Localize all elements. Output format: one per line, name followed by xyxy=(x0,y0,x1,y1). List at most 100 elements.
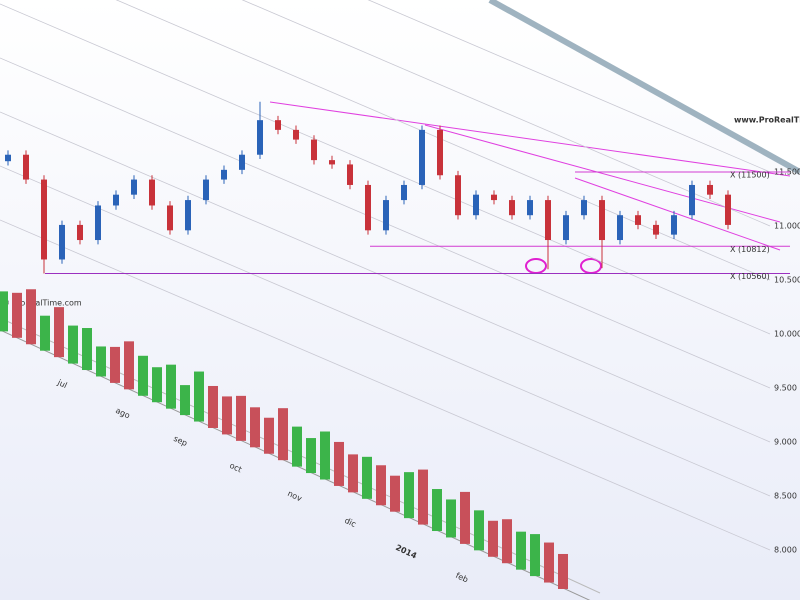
volume-bar xyxy=(474,510,484,551)
volume-bar xyxy=(446,499,456,538)
candle-body xyxy=(581,200,587,216)
volume-bar xyxy=(208,385,218,428)
candle-body xyxy=(383,200,389,231)
y-tick-label: 10.000 xyxy=(774,330,800,339)
volume-bar xyxy=(516,531,526,570)
volume-bar xyxy=(530,534,540,577)
volume-bar xyxy=(26,289,36,345)
level-label: X (10560) xyxy=(730,272,770,281)
volume-bar xyxy=(460,491,470,544)
candle-body xyxy=(77,224,83,241)
candle-body xyxy=(275,120,281,130)
volume-bar xyxy=(96,346,106,377)
month-label: jul xyxy=(55,377,68,390)
candle-body xyxy=(437,129,443,176)
volume-bar xyxy=(404,472,414,519)
candle-body xyxy=(653,224,659,235)
candle-body xyxy=(545,200,551,241)
volume-bar xyxy=(40,315,50,351)
candle-body xyxy=(185,200,191,231)
volume-bar xyxy=(558,553,568,589)
volume-bar xyxy=(0,291,8,332)
candle-body xyxy=(149,179,155,206)
trendline xyxy=(269,101,791,177)
frame-edge xyxy=(488,0,800,175)
volume-bar xyxy=(334,441,344,486)
volume-bar xyxy=(194,371,204,422)
candle-body xyxy=(347,164,353,185)
volume-bar xyxy=(348,454,358,493)
candle-body xyxy=(131,179,137,195)
candle-body xyxy=(725,194,731,225)
candle-body xyxy=(599,200,605,241)
volume-bar xyxy=(320,431,330,480)
y-tick-label: 9.500 xyxy=(774,384,797,393)
candle-body xyxy=(329,160,335,165)
grid-line xyxy=(241,0,771,227)
grid-line xyxy=(0,3,771,335)
month-label: dic xyxy=(343,516,357,529)
candle-body xyxy=(401,184,407,201)
volume-bar xyxy=(138,355,148,396)
candle-body xyxy=(23,154,29,180)
y-tick-label: 9.000 xyxy=(774,438,797,447)
candle-body xyxy=(617,215,623,241)
level-label: X (11500) xyxy=(730,171,770,180)
volume-bar xyxy=(292,426,302,467)
grid-line xyxy=(0,111,771,443)
candle-body xyxy=(635,215,641,225)
y-tick-label: 10.500 xyxy=(774,276,800,285)
volume-bar xyxy=(152,367,162,403)
y-tick-label: 8.500 xyxy=(774,492,797,501)
candle-body xyxy=(707,184,713,195)
volume-bar xyxy=(236,395,246,441)
candle-body xyxy=(203,179,209,201)
volume-bar xyxy=(432,489,442,532)
candle-body xyxy=(527,200,533,216)
level-label: X (10812) xyxy=(730,245,770,254)
trendline xyxy=(424,124,781,223)
highlight-circle xyxy=(580,258,602,274)
candle-body xyxy=(365,184,371,231)
candle-body xyxy=(239,154,245,170)
candle-body xyxy=(113,194,119,206)
volume-bar xyxy=(180,385,190,416)
candle-body xyxy=(41,179,47,260)
volume-bar xyxy=(250,407,260,448)
candle-body xyxy=(257,120,263,155)
trendline xyxy=(574,177,781,251)
candle-body xyxy=(473,194,479,216)
volume-bar xyxy=(390,475,400,512)
volume-bar xyxy=(306,438,316,474)
candle-body xyxy=(59,224,65,260)
volume-bar xyxy=(544,542,554,583)
volume-bar xyxy=(124,341,134,390)
volume-bar xyxy=(110,346,120,383)
volume-bar xyxy=(418,469,428,525)
candle-body xyxy=(419,129,425,185)
grid-line xyxy=(0,165,771,497)
volume-bar xyxy=(54,307,64,358)
candle-body xyxy=(293,129,299,140)
source-note: © ProRealTime.com xyxy=(2,299,82,308)
candle-body xyxy=(311,139,317,161)
candle-body xyxy=(5,154,11,162)
candle-body xyxy=(563,215,569,241)
candle-body xyxy=(491,194,497,201)
volume-bar xyxy=(82,328,92,371)
candle-body xyxy=(671,215,677,235)
volume-bar xyxy=(222,396,232,435)
y-tick-label: 8.000 xyxy=(774,546,797,555)
candle-body xyxy=(455,175,461,216)
volume-bar xyxy=(278,408,288,461)
volume-bar xyxy=(166,364,176,409)
volume-bar xyxy=(264,417,274,454)
candle-body xyxy=(689,184,695,216)
volume-bar xyxy=(376,465,386,506)
candle-body xyxy=(167,205,173,231)
y-tick-label: 11.000 xyxy=(774,222,800,231)
candle-body xyxy=(509,200,515,216)
volume-bar xyxy=(12,292,22,338)
